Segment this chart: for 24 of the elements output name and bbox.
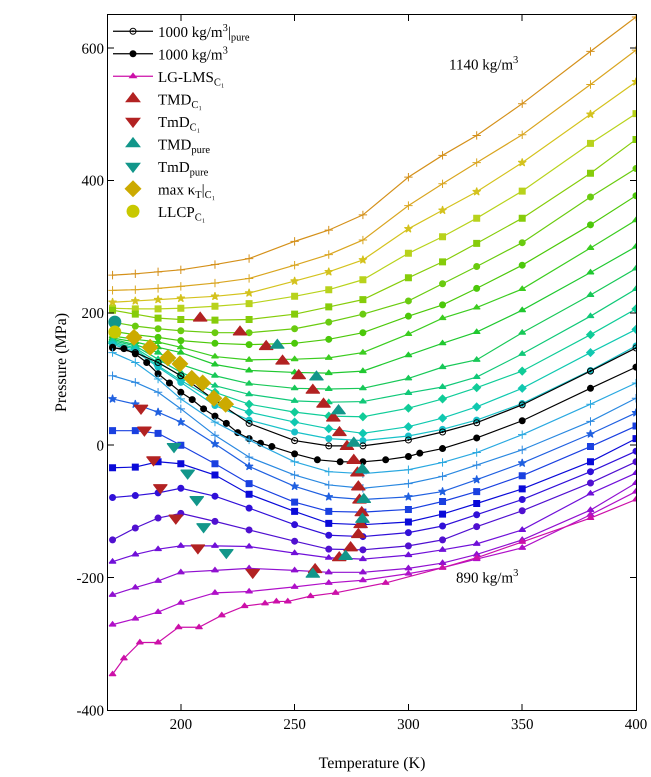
y-tick-label: -400 — [76, 703, 104, 720]
y-tick-label: 0 — [96, 438, 104, 454]
legend-label: TmD$_{C₁}$ — [158, 115, 200, 134]
x-tick-label: 400 — [624, 717, 648, 733]
legend-label: LLCP$_{C₁}$ — [158, 205, 206, 224]
legend-label: 1000 kg/m$^{3}$ — [158, 45, 228, 64]
y-axis-title: Pressure (MPa) — [53, 312, 70, 412]
legend-label: LG-LMS$_{C₁}$ — [158, 70, 225, 88]
legend-label: TmD$_{pure}$ — [158, 160, 209, 178]
y-tick-label: 400 — [82, 174, 104, 190]
annotation: 1140 kg/m$^{3}$ — [449, 55, 518, 74]
legend-label: TMD$_{pure}$ — [158, 138, 210, 156]
legend-label: 1000 kg/m$^{3}$|$_{pure}$ — [158, 22, 250, 44]
y-tick-label: 200 — [82, 306, 104, 322]
x-tick-label: 200 — [170, 717, 192, 733]
x-tick-label: 350 — [510, 717, 534, 733]
annotation: 890 kg/m$^{3}$ — [456, 568, 518, 586]
legend-label: max κ$_{T}$|$_{C₁}$ — [158, 182, 216, 201]
x-axis-title: Temperature (K) — [318, 755, 426, 772]
x-tick-label: 250 — [283, 717, 306, 733]
legend-label: TMD$_{C₁}$ — [158, 92, 202, 111]
x-tick-label: 300 — [397, 717, 420, 733]
y-tick-label: -200 — [76, 570, 104, 587]
y-tick-label: 600 — [82, 41, 104, 58]
